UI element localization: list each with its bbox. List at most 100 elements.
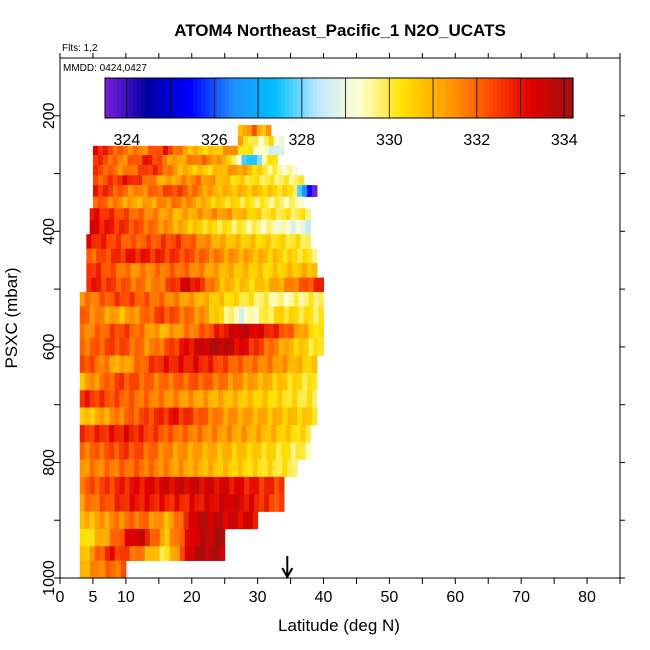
- heatmap-cell: [256, 424, 262, 443]
- heatmap-cell: [96, 277, 102, 293]
- heatmap-cell: [107, 155, 114, 166]
- heatmap-cell: [224, 494, 230, 512]
- heatmap-cell: [159, 494, 165, 512]
- heatmap-cell: [251, 155, 258, 166]
- heatmap-cell: [120, 560, 127, 579]
- heatmap-cell: [177, 185, 184, 197]
- heatmap-cell: [307, 185, 313, 197]
- heatmap-cell: [128, 208, 135, 221]
- heatmap-cell: [297, 248, 303, 264]
- heatmap-cell: [305, 442, 311, 460]
- heatmap-cell: [159, 476, 165, 495]
- heatmap-cell: [134, 459, 140, 478]
- heatmap-cell: [171, 196, 177, 209]
- heatmap-cell: [86, 234, 92, 249]
- heatmap-cell: [203, 390, 209, 408]
- heatmap-cell: [287, 164, 293, 176]
- heatmap-cell: [166, 175, 172, 186]
- colorbar-segment: [205, 78, 210, 118]
- heatmap-cell: [146, 175, 153, 186]
- heatmap-cell: [237, 145, 244, 156]
- colorbar-segment: [297, 78, 302, 118]
- heatmap-cell: [209, 263, 215, 278]
- heatmap-cell: [228, 511, 234, 530]
- heatmap-cell: [181, 196, 187, 209]
- heatmap-cell: [173, 372, 180, 391]
- heatmap-cell: [223, 511, 229, 530]
- heatmap-cell: [252, 511, 259, 530]
- heatmap-cell: [255, 234, 262, 249]
- heatmap-cell: [187, 219, 194, 235]
- heatmap-cell: [182, 424, 189, 443]
- heatmap-cell: [276, 208, 282, 221]
- heatmap-cell: [207, 145, 214, 156]
- heatmap-cell: [199, 528, 206, 547]
- heatmap-cell: [246, 424, 252, 443]
- colorbar-segment: [541, 78, 546, 118]
- heatmap-cell: [166, 196, 172, 209]
- colorbar-segment: [105, 78, 110, 118]
- heatmap-cell: [119, 355, 125, 374]
- heatmap-cell: [179, 338, 185, 356]
- heatmap-cell: [292, 263, 298, 278]
- heatmap-cell: [168, 219, 174, 235]
- heatmap-cell: [159, 528, 166, 547]
- heatmap-cell: [208, 372, 214, 391]
- heatmap-cell: [177, 208, 184, 221]
- heatmap-cell: [273, 145, 280, 156]
- heatmap-cell: [274, 476, 280, 495]
- colorbar-segment: [237, 78, 242, 118]
- heatmap-cell: [220, 175, 226, 186]
- heatmap-cell: [202, 145, 209, 156]
- colorbar-segment: [249, 78, 254, 118]
- heatmap-cell: [300, 208, 306, 221]
- heatmap-cell: [188, 390, 194, 408]
- heatmap-cell: [212, 164, 218, 176]
- heatmap-cell: [209, 476, 215, 495]
- heatmap-cell: [219, 306, 225, 325]
- heatmap-cell: [137, 155, 143, 166]
- heatmap-cell: [267, 459, 273, 478]
- heatmap-cell: [274, 494, 280, 512]
- heatmap-cell: [159, 248, 166, 264]
- heatmap-cell: [243, 338, 250, 356]
- heatmap-cell: [217, 164, 223, 176]
- heatmap-cell: [181, 155, 188, 166]
- heatmap-cell: [195, 175, 202, 186]
- heatmap-cell: [128, 424, 135, 443]
- heatmap-cell: [222, 185, 228, 197]
- colorbar-segment: [309, 78, 314, 118]
- heatmap-cell: [92, 196, 99, 209]
- colorbar-segment: [349, 78, 354, 118]
- heatmap-cell: [257, 459, 264, 478]
- heatmap-cell: [197, 185, 204, 197]
- heatmap-cell: [144, 372, 150, 391]
- heatmap-cell: [120, 277, 127, 293]
- heatmap-cell: [142, 155, 148, 166]
- heatmap-cell: [177, 442, 184, 460]
- heatmap-cell: [242, 164, 248, 176]
- heatmap-cell: [213, 407, 219, 426]
- heatmap-cell: [194, 323, 200, 339]
- heatmap-cell: [213, 390, 219, 408]
- heatmap-cell: [132, 196, 138, 209]
- heatmap-cell: [135, 277, 142, 293]
- heatmap-cell: [248, 306, 255, 325]
- heatmap-cell: [312, 185, 318, 197]
- heatmap-cell: [99, 407, 105, 426]
- heatmap-cell: [182, 208, 189, 221]
- heatmap-cell: [264, 494, 270, 512]
- heatmap-cell: [186, 196, 192, 209]
- heatmap-cell: [277, 263, 284, 278]
- x-tick-label: 10: [117, 589, 135, 606]
- heatmap-cell: [169, 292, 175, 307]
- heatmap-cell: [263, 292, 270, 307]
- heatmap-cell: [210, 234, 217, 249]
- heatmap-cell: [189, 292, 195, 307]
- heatmap-cell: [104, 476, 111, 495]
- heatmap-cell: [261, 219, 267, 235]
- heatmap-cell: [102, 145, 109, 156]
- heatmap-cell: [279, 196, 285, 209]
- heatmap-cell: [109, 355, 115, 374]
- heatmap-cell: [109, 372, 115, 391]
